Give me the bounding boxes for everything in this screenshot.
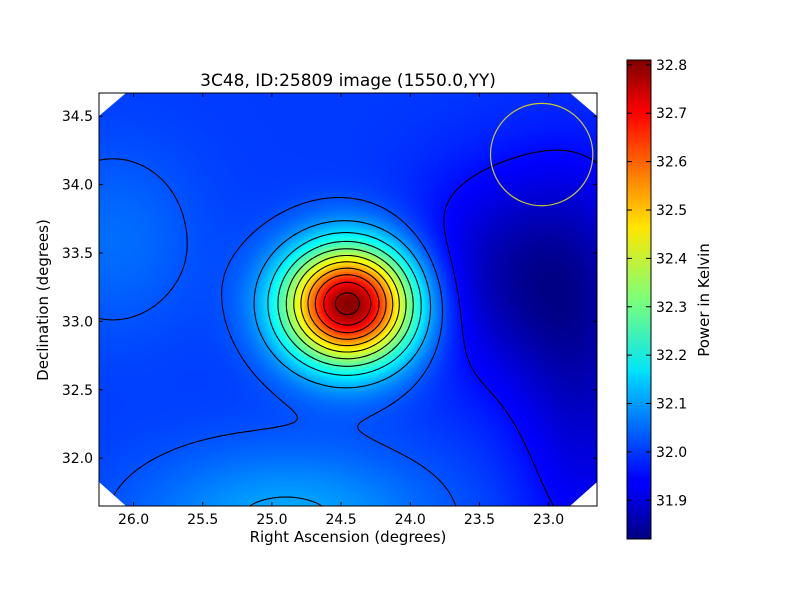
y-tick-label: 33.5 [62,246,93,262]
y-tick-label: 34.5 [62,109,93,125]
heatmap-image [99,93,597,506]
colorbar-gradient [627,60,651,539]
colorbar-tick-label: 32.3 [656,300,687,316]
colorbar-ticks: 31.9 32.0 32.1 32.2 32.3 32.4 32.5 32.6 32.7 32.8 [627,58,687,509]
contour-line [249,220,432,506]
contour-line [293,254,400,353]
chart-title: 3C48, ID:25809 image (1550.0,YY) [200,71,496,91]
contour-line [307,267,387,340]
x-axis-label: Right Ascension (degrees) [250,528,447,546]
x-tick-label: 25.0 [256,512,287,528]
colorbar-tick-label: 32.6 [656,155,687,171]
colorbar-tick-label: 32.2 [656,348,687,364]
colorbar-frame [626,59,652,540]
beam-circle [489,102,594,207]
colorbar-tick-label: 32.5 [656,203,687,219]
colorbar-tick-label: 32.4 [656,251,687,267]
colorbar-label: Power in Kelvin [695,243,713,357]
contour-line [334,292,360,316]
x-tick-label: 24.5 [325,512,356,528]
y-tick-label: 32.5 [62,383,93,399]
x-tick-label: 26.0 [118,512,149,528]
y-tick-label: 33.0 [62,314,93,330]
image-corners [99,93,597,506]
colorbar-tick-label: 32.7 [656,106,687,122]
contour-line [443,149,597,506]
y-tick-label: 32.0 [62,451,93,467]
x-tick-label: 23.5 [464,512,495,528]
contour-lines [99,149,597,506]
colorbar: 31.9 32.0 32.1 32.2 32.3 32.4 32.5 32.6 32.7 32.8… [626,58,713,540]
plot-area [99,93,597,506]
contour-line [267,232,422,376]
x-tick-label: 24.0 [395,512,426,528]
contour-line [323,281,372,326]
y-axis-label: Declination (degrees) [34,219,52,381]
contour-line [285,248,407,360]
contour-line [300,261,394,347]
colorbar-tick-label: 32.0 [656,445,687,461]
y-axis: 32.0 32.5 33.0 33.5 34.0 34.5 [62,109,597,467]
colorbar-tick-label: 32.1 [656,397,687,413]
contour-line [99,158,457,506]
x-axis: 26.0 25.5 25.0 24.5 24.0 23.5 23.0 [118,93,564,528]
contour-line [314,274,380,334]
colorbar-tick-label: 31.9 [656,493,687,509]
x-tick-label: 25.5 [187,512,218,528]
y-tick-label: 34.0 [62,178,93,194]
colorbar-tick-label: 32.8 [656,58,687,74]
x-tick-label: 23.0 [533,512,564,528]
contour-line [277,240,414,367]
plot-frame [98,92,598,507]
